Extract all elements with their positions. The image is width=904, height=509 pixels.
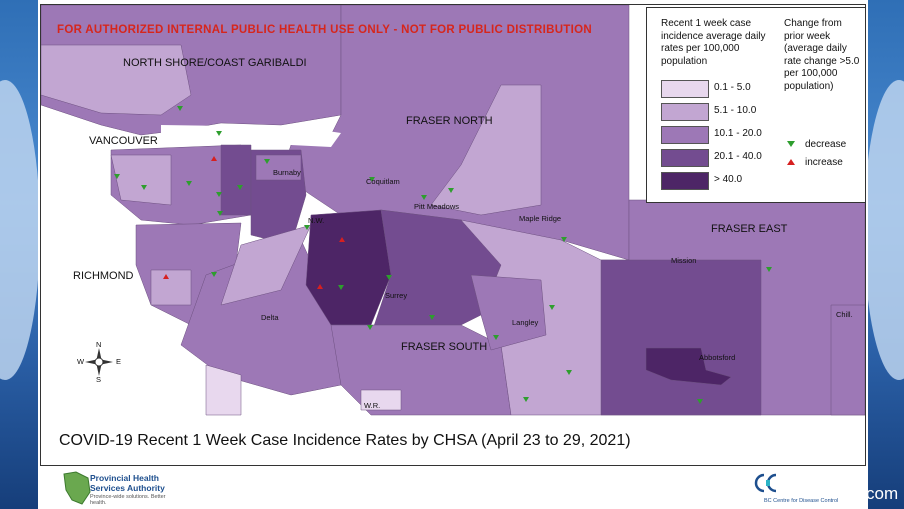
area-richmond-small bbox=[150, 269, 192, 306]
decrease-marker bbox=[523, 397, 529, 402]
decrease-marker bbox=[186, 181, 192, 186]
legend-increase-label: increase bbox=[805, 157, 843, 168]
decrease-marker bbox=[369, 177, 375, 182]
decrease-markers bbox=[114, 106, 772, 404]
increase-marker bbox=[339, 237, 345, 242]
compass-e: E bbox=[116, 357, 122, 366]
city-label-maple-ridge: Maple Ridge bbox=[519, 214, 562, 223]
increase-marker bbox=[163, 274, 169, 279]
decrease-marker bbox=[448, 188, 454, 193]
legend-title: Recent 1 week case incidence average dai… bbox=[661, 18, 766, 67]
city-label-surrey: Surrey bbox=[385, 291, 408, 300]
com-text: com bbox=[866, 484, 899, 503]
bccdc-logo-icon bbox=[754, 473, 777, 493]
legend-increase-row: increase bbox=[787, 157, 843, 168]
decrease-marker bbox=[211, 272, 217, 277]
water-burrard bbox=[161, 125, 341, 147]
area-chilliwack bbox=[830, 304, 865, 416]
decrease-marker bbox=[304, 225, 310, 230]
legend-bin-label-2: 5.1 - 10.0 bbox=[714, 105, 757, 116]
compass-rose bbox=[85, 348, 113, 376]
legend-decrease-row: decrease bbox=[787, 139, 846, 150]
area-white-rock bbox=[360, 389, 402, 411]
area-langley-mid bbox=[470, 274, 547, 351]
footer-tagline: Province-wide solutions. Better health. bbox=[90, 494, 166, 506]
area-fraser-south bbox=[330, 324, 512, 416]
legend-swatch-1 bbox=[661, 80, 709, 98]
legend-bin-label-3: 10.1 - 20.0 bbox=[714, 128, 762, 139]
city-label-burnaby: Burnaby bbox=[273, 168, 301, 177]
city-label-mission: Mission bbox=[671, 256, 697, 265]
city-label-pitt-meadows: Pitt Meadows bbox=[414, 202, 460, 211]
increase-marker bbox=[317, 284, 323, 289]
phsa-bc-map-icon bbox=[63, 471, 91, 505]
decrease-marker bbox=[264, 159, 270, 164]
increase-markers bbox=[163, 156, 345, 289]
distribution-warning: FOR AUTHORIZED INTERNAL PUBLIC HEALTH US… bbox=[57, 24, 592, 36]
decrease-marker bbox=[141, 185, 147, 190]
decrease-marker bbox=[549, 305, 555, 310]
city-label-white-rock: W.R. bbox=[364, 401, 381, 410]
incidence-map: FOR AUTHORIZED INTERNAL PUBLIC HEALTH US… bbox=[40, 4, 866, 466]
decrease-marker bbox=[216, 131, 222, 136]
region-label-fraser-south: FRASER SOUTH bbox=[401, 341, 488, 353]
legend-bin-label-1: 0.1 - 5.0 bbox=[714, 82, 751, 93]
city-label-chilliwack: Chill. bbox=[836, 310, 853, 319]
area-north-shore-west bbox=[41, 44, 192, 116]
decrease-marker bbox=[216, 192, 222, 197]
increase-marker bbox=[211, 156, 217, 161]
decrease-marker bbox=[493, 335, 499, 340]
region-label-richmond: RICHMOND bbox=[73, 270, 134, 282]
decrease-marker bbox=[386, 275, 392, 280]
decrease-marker bbox=[421, 195, 427, 200]
map-caption: COVID-19 Recent 1 Week Case Incidence Ra… bbox=[59, 432, 631, 449]
legend-swatch-2 bbox=[661, 103, 709, 121]
decrease-marker bbox=[367, 325, 373, 330]
legend-bin-label-5: > 40.0 bbox=[714, 174, 743, 185]
decrease-marker bbox=[338, 285, 344, 290]
area-pitt-meadows bbox=[430, 84, 542, 216]
map-legend: Recent 1 week case incidence average dai… bbox=[646, 7, 865, 203]
legend-swatch-4 bbox=[661, 149, 709, 167]
area-delta-west bbox=[220, 224, 312, 306]
legend-decrease-label: decrease bbox=[805, 139, 847, 150]
city-label-abbotsford: Abbotsford bbox=[699, 353, 736, 362]
compass-w: W bbox=[77, 357, 85, 366]
compass-n: N bbox=[96, 340, 102, 349]
legend-change-title: Change from prior week (average daily ra… bbox=[784, 18, 860, 92]
area-fraser-east-inner bbox=[600, 259, 762, 416]
map-canvas bbox=[41, 5, 865, 465]
decrease-marker bbox=[177, 106, 183, 111]
city-label-langley: Langley bbox=[512, 318, 539, 327]
legend-swatch-3 bbox=[661, 126, 709, 144]
area-abbotsford-core bbox=[645, 347, 732, 386]
legend-swatch-5 bbox=[661, 172, 709, 190]
area-vancouver-west bbox=[110, 154, 172, 206]
city-label-delta: Delta bbox=[261, 313, 279, 322]
decrease-marker bbox=[766, 267, 772, 272]
decrease-marker bbox=[237, 185, 243, 190]
footer-org-name: Provincial Health Services Authority bbox=[90, 473, 165, 493]
area-delta bbox=[180, 239, 342, 396]
area-boundary-bay bbox=[205, 364, 242, 416]
decrease-triangle-icon bbox=[787, 141, 795, 147]
decrease-marker bbox=[561, 237, 567, 242]
decrease-marker bbox=[566, 370, 572, 375]
city-label-coquitlam: Coquitlam bbox=[366, 177, 400, 186]
region-label-fraser-north: FRASER NORTH bbox=[406, 115, 493, 127]
legend-bin-label-4: 20.1 - 40.0 bbox=[714, 151, 762, 162]
area-vancouver-east bbox=[220, 144, 252, 216]
decrease-marker bbox=[429, 315, 435, 320]
decrease-marker bbox=[114, 174, 120, 179]
increase-triangle-icon bbox=[787, 159, 795, 165]
decrease-marker bbox=[697, 399, 703, 404]
region-label-north-shore: NORTH SHORE/COAST GARIBALDI bbox=[123, 57, 307, 69]
compass-s: S bbox=[96, 375, 102, 384]
decrease-marker bbox=[217, 211, 223, 216]
footer-bccdc-name: BC Centre for Disease Control bbox=[764, 498, 839, 504]
city-label-new-westminster: N.W. bbox=[308, 216, 325, 225]
region-label-fraser-east: FRASER EAST bbox=[711, 223, 788, 235]
region-label-vancouver: VANCOUVER bbox=[89, 135, 158, 147]
